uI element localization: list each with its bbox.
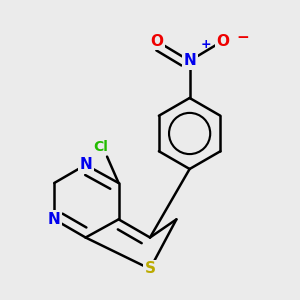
Text: N: N: [79, 158, 92, 172]
Text: +: +: [201, 38, 212, 51]
Text: O: O: [150, 34, 163, 49]
Text: S: S: [145, 261, 155, 276]
Text: O: O: [216, 34, 229, 49]
Text: N: N: [183, 53, 196, 68]
Text: N: N: [48, 212, 61, 227]
Text: Cl: Cl: [93, 140, 108, 154]
Text: −: −: [236, 30, 249, 45]
